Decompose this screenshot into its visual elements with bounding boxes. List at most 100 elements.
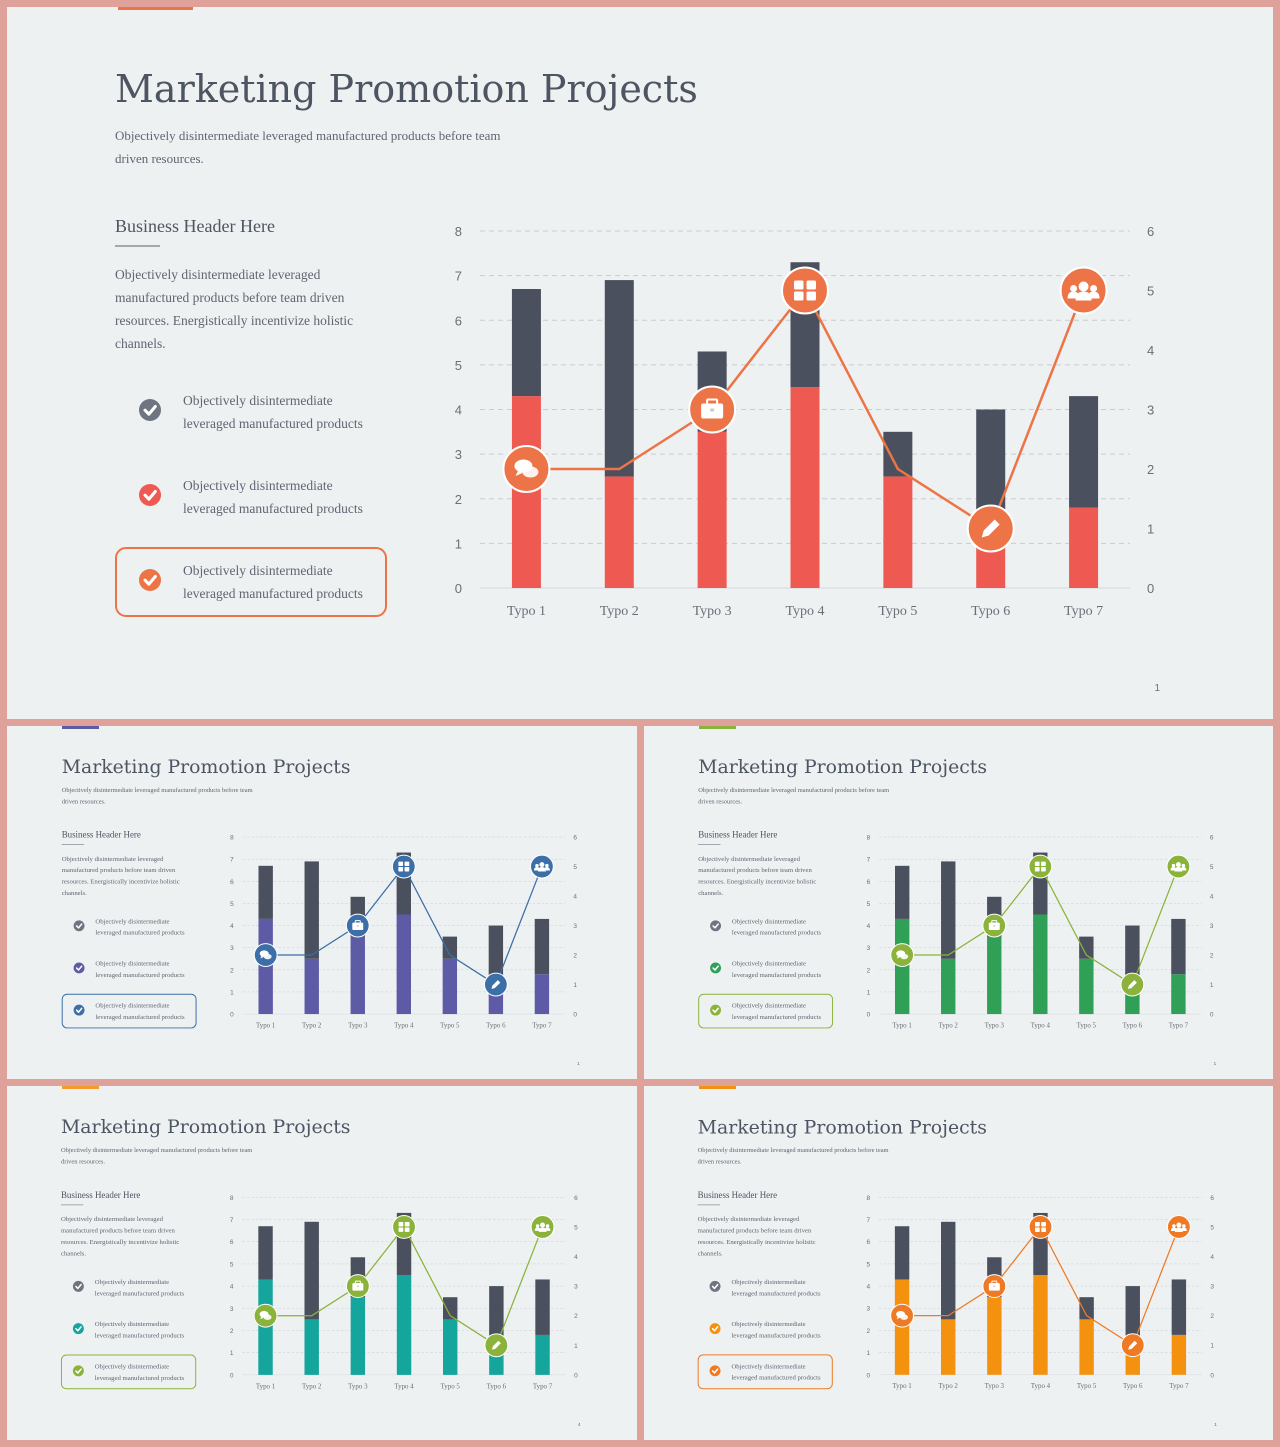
business-body-text: manufactured products before team driven [698, 1228, 812, 1235]
slide-canvas: Marketing Promotion Projects Objectively … [698, 757, 1217, 1067]
page-subtitle: driven resources. [115, 151, 204, 166]
page-subtitle: driven resources. [698, 798, 742, 805]
y2-tick-label: 4 [573, 894, 577, 901]
bar-top [941, 861, 956, 959]
check-icon [709, 1365, 721, 1377]
slide-accent-bar [62, 1086, 99, 1089]
y2-tick-label: 0 [574, 1372, 578, 1379]
bar-bottom [442, 1319, 458, 1375]
business-header: Business Header Here [61, 1190, 140, 1200]
highlight-box [60, 1354, 197, 1390]
list-item-line: Objectively disintermediate [95, 960, 169, 967]
check-icon [709, 1280, 721, 1292]
y2-tick-label: 5 [574, 1224, 578, 1231]
bar-top [1171, 918, 1186, 975]
line-marker [1059, 266, 1108, 315]
y2-tick-label: 3 [573, 923, 577, 930]
bar-bottom [987, 1297, 1002, 1375]
bar-top [1171, 1279, 1187, 1335]
page-subtitle: Objectively disintermediate leveraged ma… [698, 787, 889, 794]
highlight-box [697, 1354, 833, 1390]
x-tick-label: Typo 3 [985, 1021, 1005, 1029]
check-icon [73, 962, 85, 974]
bar-bottom [697, 431, 727, 588]
business-body-text: Objectively disintermediate leveraged [62, 856, 164, 863]
x-tick-label: Typo 5 [1077, 1021, 1097, 1029]
y-tick-label: 5 [866, 1261, 870, 1268]
y-tick-label: 8 [455, 224, 462, 239]
bar-bottom [790, 387, 820, 588]
list-item-line: leveraged manufactured products [95, 930, 185, 937]
y-tick-label: 7 [230, 1217, 234, 1224]
list-item-line: leveraged manufactured products [95, 1333, 185, 1340]
business-header: Business Header Here [698, 830, 777, 840]
y-tick-label: 1 [866, 1350, 870, 1357]
list-item-line: leveraged manufactured products [731, 1290, 821, 1297]
y2-tick-label: 2 [574, 1313, 578, 1320]
y-tick-label: 2 [230, 967, 234, 974]
y-tick-label: 6 [867, 879, 871, 886]
bar-bottom [1125, 1352, 1140, 1375]
y2-tick-label: 5 [573, 864, 577, 871]
bar-top [258, 1226, 273, 1280]
chat-icon [259, 1310, 272, 1320]
check-icon [73, 1004, 85, 1016]
y-tick-label: 8 [867, 835, 871, 842]
line-marker [1028, 854, 1053, 879]
bar-bottom [396, 1275, 412, 1375]
business-body-text: resources. Energistically incentivize ho… [61, 1239, 179, 1246]
list-item-line: Objectively disintermediate [95, 1279, 169, 1286]
bar-top [1079, 936, 1094, 959]
pencil-icon [1127, 980, 1137, 990]
list-item-line: leveraged manufactured products [732, 972, 822, 979]
line-marker [966, 504, 1015, 553]
line-marker [530, 854, 554, 879]
page-subtitle: driven resources. [61, 1159, 105, 1166]
bar-bottom [604, 476, 634, 588]
line-marker [253, 943, 278, 967]
list-item-line: Objectively disintermediate [732, 918, 806, 925]
line-marker [1120, 972, 1145, 997]
check-icon [72, 1365, 84, 1377]
bar-top [895, 865, 910, 919]
slide-canvas: Marketing Promotion Projects Objectively … [60, 1116, 581, 1428]
line-marker [982, 1274, 1007, 1299]
x-tick-label: Typo 7 [533, 1382, 553, 1390]
bar-top [894, 1226, 910, 1280]
x-tick-label: Typo 2 [302, 1382, 322, 1390]
people-icon [533, 862, 550, 872]
list-item-line: leveraged manufactured products [183, 416, 363, 431]
line-marker [483, 972, 508, 997]
y2-tick-label: 0 [1210, 1012, 1214, 1019]
bar-top [1069, 396, 1099, 508]
combo-chart: 0 1 2 3 4 5 6 7 8 0 1 2 3 4 5 6 Typo 1 Typo 2 Typo 3 Typo 4… [230, 1195, 578, 1390]
list-item-line: leveraged manufactured products [732, 1014, 822, 1021]
x-tick-label: Typo 3 [348, 1021, 368, 1029]
check-icon [72, 1280, 84, 1292]
highlight-box [698, 993, 834, 1029]
x-tick-label: Typo 6 [971, 604, 1010, 619]
y2-tick-label: 6 [574, 1195, 578, 1202]
pencil-icon [1128, 1340, 1138, 1350]
y2-tick-label: 4 [1210, 1254, 1214, 1261]
bar-top [258, 865, 273, 919]
y2-tick-label: 2 [573, 953, 577, 960]
line-marker [688, 385, 737, 434]
y-tick-label: 4 [455, 403, 462, 418]
briefcase-icon [701, 398, 724, 419]
y2-tick-label: 6 [1147, 224, 1154, 239]
business-body-text: channels. [61, 1251, 86, 1258]
bar-top [511, 289, 541, 397]
bar-bottom [1033, 914, 1048, 1015]
line-marker [391, 854, 416, 879]
x-tick-label: Typo 3 [693, 604, 732, 619]
line-marker [345, 913, 370, 938]
x-tick-label: Typo 7 [532, 1021, 552, 1029]
line-marker [502, 445, 551, 493]
y-tick-label: 2 [455, 492, 462, 507]
x-tick-label: Typo 1 [256, 1021, 276, 1029]
y2-tick-label: 2 [1147, 462, 1154, 477]
bar-bottom [488, 991, 504, 1015]
bar-top [442, 1297, 458, 1320]
x-tick-label: Typo 1 [507, 604, 546, 619]
